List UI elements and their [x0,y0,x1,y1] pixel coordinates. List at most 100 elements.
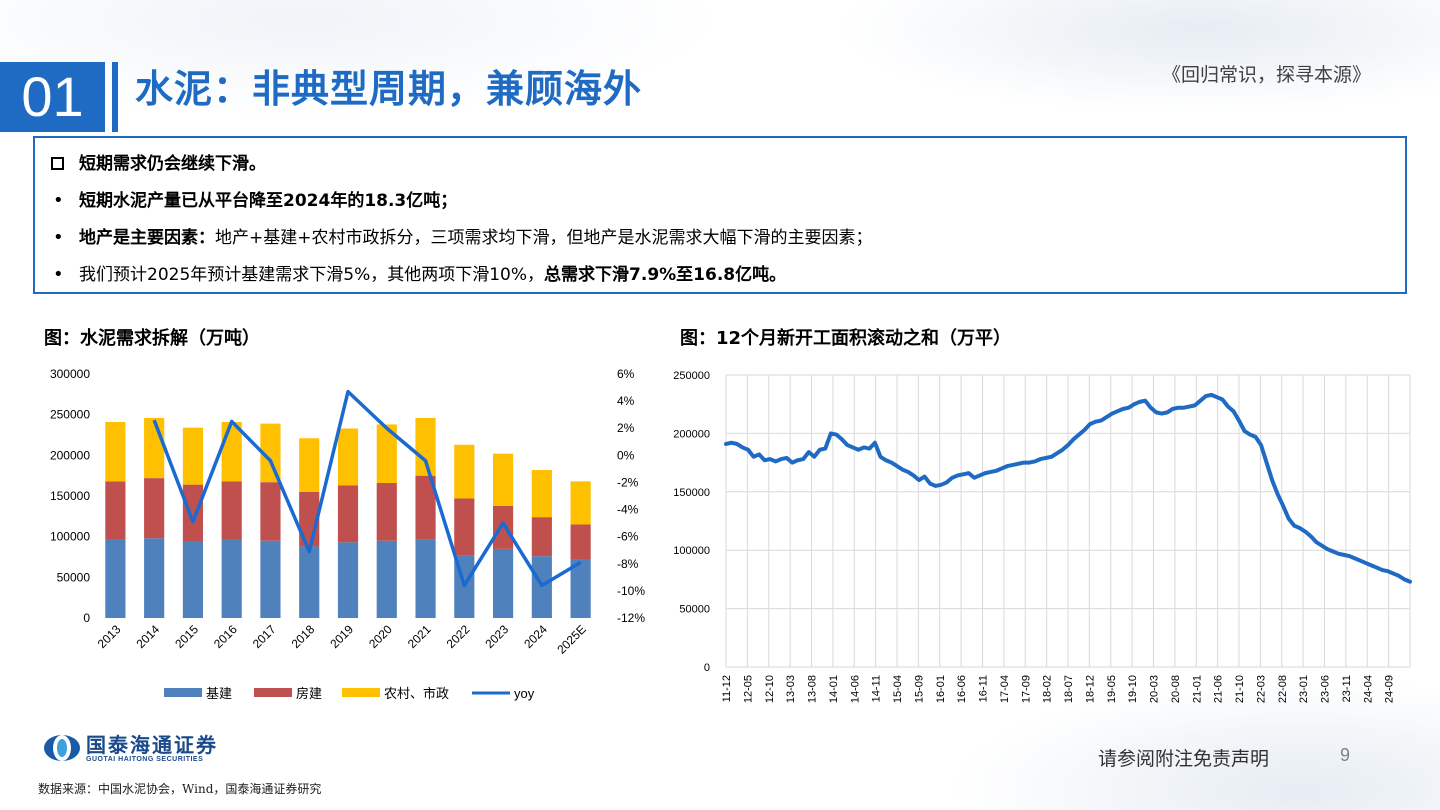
data-source: 数据来源：中国水泥协会，Wind，国泰海通证券研究 [38,782,322,796]
bar-segment [260,540,281,618]
section-number: 01 [0,62,105,132]
bar-segment [492,505,514,549]
summary-heading-line: 短期需求仍会继续下滑。 [51,152,1405,189]
y-tick-label: 250000 [50,408,90,422]
cement-demand-chart: 300000 250000 200000 150000 100000 50000 0 6% 4%… [50,367,645,701]
bar-segment [570,524,591,560]
yoy-line [152,389,582,588]
x-tick-label: 18-07 [1063,675,1075,703]
y-tick-label: 50000 [57,570,91,584]
x-tick-label: 2020 [366,622,395,651]
x-tick-label: 16-11 [978,675,990,702]
x-tick-label: 2022 [444,622,473,651]
x-tick-label: 2025E [554,622,588,656]
x-tick-label: 18-12 [1084,675,1096,703]
x-tick-label: 2016 [211,622,240,651]
bar-segment [415,539,436,618]
bar-segment [299,438,320,492]
bar-segment [221,481,242,540]
y2-tick-label: 6% [617,367,635,381]
y2-tick-label: 0% [617,448,635,462]
bar-segment [376,424,397,483]
legend-label: 基建 [206,686,232,701]
summary-line3-rest: 我们预计2025年预计基建需求下滑5%，其他两项下滑10%， [79,265,545,285]
bar-segment [105,539,126,618]
summary-bullet-1: • 短期水泥产量已从平台降至2024年的18.3亿吨； [51,189,1405,226]
bar-segment [570,559,591,618]
chart1-title: 图：水泥需求拆解（万吨） [44,328,260,349]
x-tick-label: 15-09 [913,675,925,703]
slogan: 《回归常识，探寻本源》 [1162,64,1372,86]
bar-segment [337,428,359,486]
bar-segment [531,469,552,518]
x-tick-label: 2024 [521,622,550,651]
bar-segment [260,482,281,541]
summary-line2-rest: 地产+基建+农村市政拆分，三项需求均下滑，但地产是水泥需求大幅下滑的主要因素； [215,228,873,248]
y2-tick-label: -2% [617,475,639,489]
legend-swatch [342,688,380,697]
page-number: 9 [1340,745,1351,765]
x-tick-label: 2023 [482,622,511,651]
y2-tick-label: 4% [617,394,635,408]
logo-name-cn: 国泰海通证券 [86,732,218,757]
summary-bullet-3: • 我们预计2025年预计基建需求下滑5%，其他两项下滑10%，总需求下滑7.9… [51,263,1405,300]
x-tick-label: 2021 [405,622,434,651]
bullet-icon: • [53,190,64,211]
bar-segment [454,498,475,556]
legend-label: 农村、市政 [384,686,449,701]
page-title: 水泥：非典型周期，兼顾海外 [135,67,643,111]
y-tick-label: 50000 [679,604,710,616]
bar-segment [260,423,281,483]
x-tick-label: 22-03 [1255,675,1267,703]
bar-segment [221,539,242,618]
x-tick-label: 21-10 [1234,675,1246,703]
bar-segment [299,546,320,618]
bar-segment [492,453,514,506]
x-tick-label: 14-06 [849,675,861,703]
y2-tick-label: -6% [617,530,639,544]
bar-segment [415,417,436,476]
legend-swatch [254,688,292,697]
x-tick-label: 14-01 [828,675,840,703]
summary-heading: 短期需求仍会继续下滑。 [79,154,266,174]
x-tick-label: 19-10 [1127,675,1139,703]
x-tick-label: 23-01 [1298,675,1310,703]
x-tick-label: 24-09 [1384,675,1396,703]
disclaimer-text: 请参阅附注免责声明 [1098,748,1270,770]
legend-swatch [164,688,202,697]
x-tick-label: 21-06 [1213,675,1225,703]
x-tick-label: 2018 [289,622,318,651]
x-tick-label: 2013 [95,622,124,651]
x-tick-label: 16-06 [956,675,968,703]
bar-segment [415,475,436,540]
bar-segment [492,548,514,618]
x-tick-label: 12-10 [764,675,776,703]
y-tick-label: 250000 [673,370,710,382]
data-line [724,392,1412,584]
summary-line3-bold: 总需求下滑7.9%至16.8亿吨。 [544,265,787,285]
bar-segment [144,417,165,479]
y-tick-label: 100000 [673,545,710,557]
bar-segment [105,421,126,482]
x-tick-label: 2015 [172,622,201,651]
bar-segment [337,542,359,618]
y-tick-label: 150000 [673,487,710,499]
y-tick-label: 200000 [50,448,90,462]
y2-tick-label: 2% [617,421,635,435]
chart2-title: 图：12个月新开工面积滚动之和（万平） [680,328,1012,349]
company-logo: 国泰海通证券 GUOTAI HAITONG SECURITIES [42,733,218,763]
y2-tick-label: -4% [617,503,639,517]
x-tick-label: 13-03 [785,675,797,703]
bar-segment [182,484,204,542]
x-tick-label: 18-02 [1042,675,1054,703]
logo-emblem-icon [44,735,80,761]
x-tick-label: 17-04 [999,675,1011,703]
section-divider [112,62,118,132]
summary-box: 短期需求仍会继续下滑。 • 短期水泥产量已从平台降至2024年的18.3亿吨； … [33,136,1407,294]
x-tick-label: 23-06 [1320,675,1332,703]
x-tick-label: 21-01 [1191,675,1203,703]
x-tick-label: 14-11 [871,675,883,702]
summary-line1: 短期水泥产量已从平台降至2024年的18.3亿吨； [79,191,458,211]
bar-segment [570,481,591,525]
x-tick-label: 20-03 [1149,675,1161,703]
